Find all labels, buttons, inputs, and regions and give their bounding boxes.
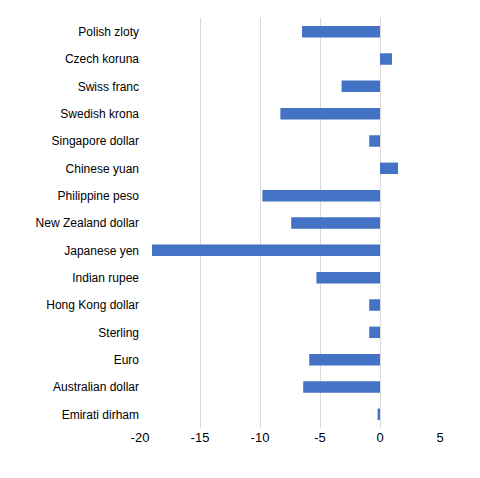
svg-text:Swedish krona: Swedish krona xyxy=(60,107,139,121)
svg-text:-15: -15 xyxy=(191,430,210,445)
svg-text:Czech koruna: Czech koruna xyxy=(65,52,139,66)
svg-text:Singapore dollar: Singapore dollar xyxy=(52,134,139,148)
svg-text:Emirati dirham: Emirati dirham xyxy=(62,408,139,422)
svg-text:Swiss franc: Swiss franc xyxy=(78,80,139,94)
svg-text:-10: -10 xyxy=(251,430,270,445)
svg-text:Polish zloty: Polish zloty xyxy=(78,25,139,39)
svg-text:Japanese yen: Japanese yen xyxy=(64,244,139,258)
svg-text:Hong Kong dollar: Hong Kong dollar xyxy=(46,298,139,312)
svg-text:-5: -5 xyxy=(314,430,326,445)
svg-text:Philippine peso: Philippine peso xyxy=(58,189,140,203)
svg-text:Euro: Euro xyxy=(114,353,140,367)
svg-text:Sterling: Sterling xyxy=(98,326,139,340)
svg-text:New Zealand dollar: New Zealand dollar xyxy=(36,216,139,230)
svg-text:Australian dollar: Australian dollar xyxy=(53,380,139,394)
svg-text:Chinese yuan: Chinese yuan xyxy=(66,162,139,176)
svg-text:Indian rupee: Indian rupee xyxy=(72,271,139,285)
svg-text:-20: -20 xyxy=(131,430,150,445)
svg-text:5: 5 xyxy=(436,430,443,445)
svg-text:0: 0 xyxy=(376,430,383,445)
